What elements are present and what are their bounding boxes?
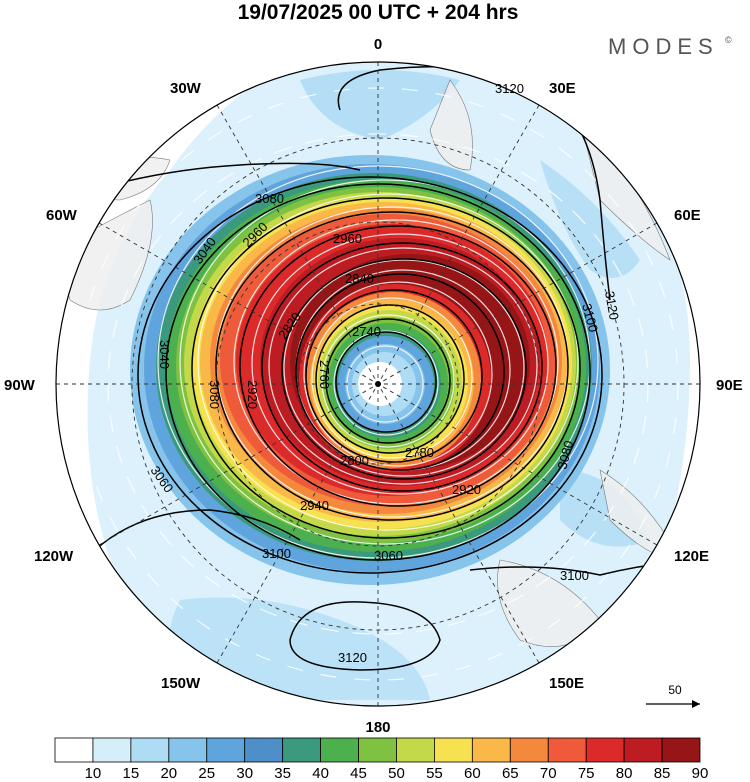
contour-label: 2760: [317, 360, 332, 389]
contour-label: 2740: [352, 324, 381, 339]
colorbar-tick-label: 45: [350, 765, 367, 782]
contour-label: 2800: [340, 453, 369, 468]
colorbar-tick-label: 90: [692, 765, 709, 782]
lon-label-120e: 120E: [674, 548, 709, 565]
lon-label-30w: 30W: [170, 80, 202, 97]
contour-labels: 3120 3120 3120 3100 3100 3100 3080 3080 …: [148, 81, 622, 665]
wind-reference-label: 50: [668, 683, 682, 697]
colorbar-swatch: [320, 737, 359, 763]
colorbar-swatch: [547, 737, 587, 763]
colorbar-tick-label: 70: [540, 765, 557, 782]
lon-label-0: 0: [374, 36, 382, 53]
contour-label: 3100: [579, 302, 601, 334]
contour-label: 3100: [262, 546, 291, 561]
colorbar-swatch: [168, 737, 208, 763]
contour-label: 3080: [207, 380, 222, 409]
contour-label: 3060: [374, 548, 403, 563]
colorbar-tick-label: 65: [502, 765, 519, 782]
south-pole-marker: [375, 381, 381, 387]
colorbar-tick-label: 55: [426, 765, 443, 782]
colorbar-swatch: [509, 737, 549, 763]
colorbar-swatch: [358, 737, 397, 763]
map-disk: [56, 62, 700, 706]
colorbar-tick-label: 20: [160, 765, 177, 782]
lon-label-180: 180: [365, 719, 390, 736]
colorbar-swatch: [396, 737, 435, 763]
contour-label: 3100: [560, 568, 589, 583]
lon-label-30e: 30E: [549, 80, 576, 97]
lon-label-90w: 90W: [4, 377, 36, 394]
colorbar-tick-label: 75: [578, 765, 595, 782]
colorbar-swatch: [130, 737, 170, 763]
contour-label: 3080: [554, 439, 576, 471]
colorbar-swatch: [585, 737, 625, 763]
colorbar-tick-label: 60: [464, 765, 481, 782]
colorbar-tick-label: 15: [123, 765, 140, 782]
colorbar-swatch: [206, 737, 246, 763]
colorbar-tick-label: 30: [236, 765, 253, 782]
colorbar-tick-label: 35: [274, 765, 291, 782]
wind-reference-arrowhead: [692, 700, 700, 708]
colorbar-swatch: [661, 737, 701, 763]
lon-label-90e: 90E: [716, 377, 743, 394]
lon-label-60w: 60W: [46, 207, 78, 224]
contour-label: 3120: [338, 650, 367, 665]
contour-label: 2920: [452, 482, 481, 497]
colorbar-swatch: [434, 737, 473, 763]
land-masses: [56, 79, 681, 647]
lon-label-60e: 60E: [674, 207, 701, 224]
colorbar-swatch: [623, 737, 663, 763]
contour-label: 2920: [245, 380, 260, 409]
colorbar-swatch: [282, 737, 321, 763]
colorbar-tick-label: 80: [616, 765, 633, 782]
colorbar-swatch: [54, 737, 94, 763]
brand-logo: MODES: [608, 34, 719, 59]
colorbar-tick-label: 10: [85, 765, 102, 782]
colorbar: 10 15 20 25 30 35 40 45 50 55 60 65 70 75 80 85 90: [54, 737, 709, 782]
wind-reference-vector: 50: [646, 683, 700, 708]
colorbar-tick-label: 85: [654, 765, 671, 782]
colorbar-swatch: [244, 737, 284, 763]
lon-label-120w: 120W: [34, 548, 74, 565]
contour-label: 2960: [333, 231, 362, 246]
contour-label: 3120: [495, 81, 524, 96]
colorbar-swatch: [471, 737, 511, 763]
contour-label: 2780: [405, 445, 434, 460]
contour-label: 3120: [602, 290, 622, 321]
map-border: [55, 61, 701, 707]
lon-label-150w: 150W: [161, 675, 201, 692]
colorbar-tick-label: 40: [312, 765, 329, 782]
colorbar-swatch: [92, 737, 132, 763]
contour-label: 3040: [157, 340, 172, 369]
colorbar-tick-label: 25: [198, 765, 215, 782]
map-title: 19/07/2025 00 UTC + 204 hrs: [238, 1, 519, 24]
contour-label: 3080: [255, 191, 284, 206]
contour-label: 2940: [300, 498, 329, 513]
lon-label-150e: 150E: [549, 675, 584, 692]
contour-label: 2840: [345, 271, 374, 286]
colorbar-tick-label: 50: [388, 765, 405, 782]
brand-mark: ©: [725, 35, 732, 45]
longitude-labels: 0 180 90W 90E 30W 60W 30E 60E 120W 150W …: [4, 36, 743, 736]
